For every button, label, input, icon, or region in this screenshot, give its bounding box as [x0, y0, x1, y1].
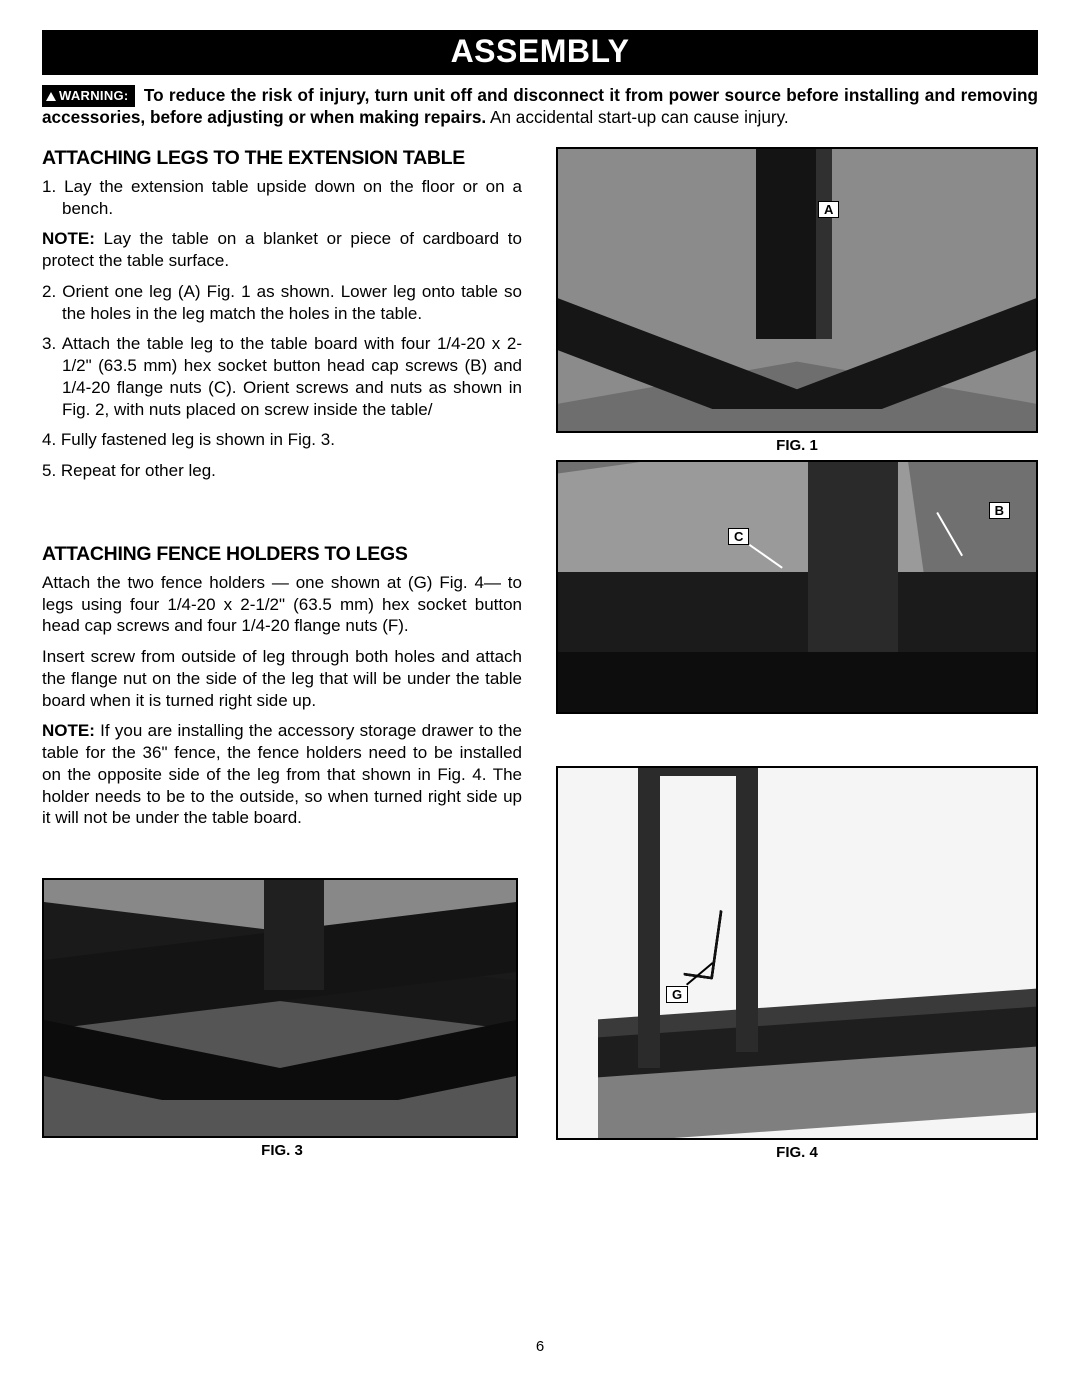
section1-heading: ATTACHING LEGS TO THE EXTENSION TABLE — [42, 147, 522, 170]
figure-2-callout-c: C — [728, 528, 749, 545]
page-number: 6 — [0, 1338, 1080, 1355]
figure-1-caption: FIG. 1 — [556, 437, 1038, 454]
note2-text: If you are installing the accessory stor… — [42, 721, 522, 827]
warning-badge-text: WARNING: — [59, 88, 129, 103]
warning-triangle-icon — [46, 92, 56, 101]
figure-4-callout-g: G — [666, 986, 688, 1003]
section1-step-4: 4. Fully fastened leg is shown in Fig. 3… — [42, 429, 522, 451]
section1-step-3: 3. Attach the table leg to the table boa… — [42, 333, 522, 420]
note-label: NOTE: — [42, 229, 95, 248]
right-column: A FIG. 1 B C — [556, 147, 1038, 1161]
section1-step-2: 2. Orient one leg (A) Fig. 1 as shown. L… — [42, 281, 522, 325]
figure-3-caption: FIG. 3 — [42, 1142, 522, 1159]
figure-1-image: A — [556, 147, 1038, 433]
warning-paragraph: WARNING: To reduce the risk of injury, t… — [42, 85, 1038, 129]
warning-plain-text: An accidental start-up can cause injury. — [486, 107, 789, 127]
warning-badge: WARNING: — [42, 85, 135, 107]
section2-heading: ATTACHING FENCE HOLDERS TO LEGS — [42, 543, 522, 566]
section2-p2: Insert screw from outside of leg through… — [42, 646, 522, 711]
figure-3-image — [42, 878, 518, 1138]
page: ASSEMBLY WARNING: To reduce the risk of … — [0, 0, 1080, 1397]
left-column: ATTACHING LEGS TO THE EXTENSION TABLE 1.… — [42, 147, 522, 1161]
note-text: Lay the table on a blanket or piece of c… — [42, 229, 522, 270]
assembly-title-bar: ASSEMBLY — [42, 30, 1038, 75]
figure-4-caption: FIG. 4 — [556, 1144, 1038, 1161]
two-column-layout: ATTACHING LEGS TO THE EXTENSION TABLE 1.… — [42, 147, 1038, 1161]
section1-step-5: 5. Repeat for other leg. — [42, 460, 522, 482]
figure-4-image: G — [556, 766, 1038, 1140]
section1-note: NOTE: Lay the table on a blanket or piec… — [42, 228, 522, 272]
note2-label: NOTE: — [42, 721, 95, 740]
figure-1-callout-a: A — [818, 201, 839, 218]
figure-2-image: B C — [556, 460, 1038, 714]
figure-2-callout-b: B — [989, 502, 1010, 519]
section2-p1: Attach the two fence holders — one shown… — [42, 572, 522, 637]
section1-step-1: 1. Lay the extension table upside down o… — [42, 176, 522, 220]
section2-note: NOTE: If you are installing the accessor… — [42, 720, 522, 829]
